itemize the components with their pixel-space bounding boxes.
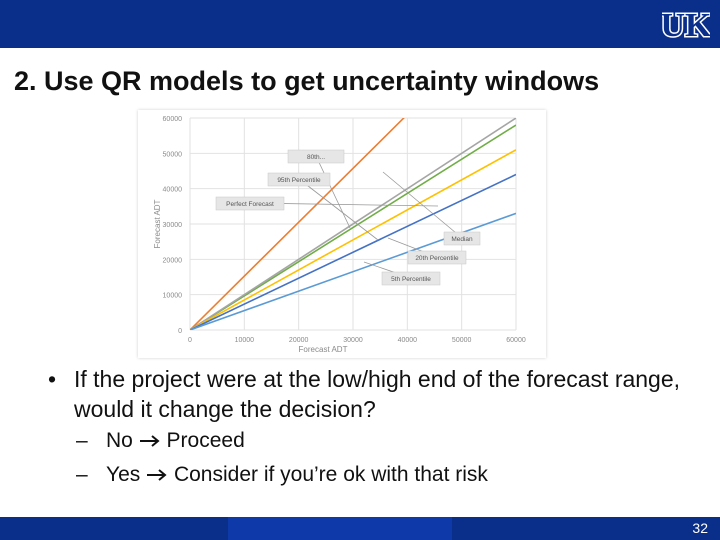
sub-bullet-text: Proceed <box>166 429 245 452</box>
bullet-text: If the project were at the low/high end … <box>74 366 681 422</box>
annotation-label: Median <box>451 236 473 243</box>
page-number: 32 <box>692 520 708 536</box>
annotation-label: 20th Percentile <box>415 255 459 262</box>
right-arrow-icon <box>146 463 174 486</box>
x-tick-label: 40000 <box>398 337 418 344</box>
sub-bullet-yes: – Yes Consider if you’re ok with that ri… <box>48 458 698 492</box>
slide-title: 2. Use QR models to get uncertainty wind… <box>14 66 600 96</box>
annotation-leader <box>382 171 463 239</box>
annotation-box <box>443 231 481 246</box>
series-line <box>190 118 405 330</box>
annotation-box <box>287 149 345 164</box>
bullet-item: • If the project were at the low/high en… <box>48 364 698 424</box>
bottom-bar: 32 <box>0 517 720 540</box>
top-bar: UK <box>0 0 720 48</box>
annotation-box <box>215 196 285 211</box>
sub-bullet-no: – No Proceed <box>48 424 698 458</box>
annotation-label: Perfect Forecast <box>226 201 274 208</box>
series-line <box>190 118 516 330</box>
annotation-box <box>267 172 331 187</box>
annotation-label: 80th... <box>307 154 325 161</box>
y-axis-label: Forecast ADT <box>153 199 162 248</box>
x-tick-label: 60000 <box>506 337 526 344</box>
right-arrow-icon <box>139 429 167 452</box>
annotation-leader <box>315 155 351 229</box>
y-tick-label: 10000 <box>163 293 183 300</box>
sub-bullet-text: Consider if you’re ok with that risk <box>173 463 488 486</box>
annotation-box <box>407 250 467 265</box>
sub-bullet-marker: – <box>76 463 88 486</box>
uk-logo: UK <box>662 6 710 43</box>
y-tick-label: 30000 <box>163 222 183 229</box>
sub-bullet-lead: No <box>106 429 133 452</box>
y-tick-label: 20000 <box>163 257 183 264</box>
bullet-marker: • <box>48 366 57 392</box>
series-line <box>190 124 516 330</box>
bottom-bar-segment <box>228 517 452 540</box>
y-tick-label: 40000 <box>163 187 183 194</box>
x-tick-label: 10000 <box>235 337 255 344</box>
x-tick-label: 0 <box>188 337 192 344</box>
x-tick-label: 20000 <box>289 337 309 344</box>
qr-chart: 0 10000 20000 30000 40000 50000 60000 0 10000 200… <box>153 116 526 354</box>
sub-bullet-marker: – <box>76 429 88 452</box>
annotation-box <box>381 271 441 286</box>
y-tick-label: 0 <box>178 328 182 335</box>
bullet-list: • If the project were at the low/high en… <box>48 364 698 492</box>
x-axis-label: Forecast ADT <box>299 345 348 354</box>
annotation-label: 5th Percentile <box>391 276 431 283</box>
chart-image: 0 10000 20000 30000 40000 50000 60000 0 10000 200… <box>138 110 546 358</box>
x-tick-label: 50000 <box>452 337 472 344</box>
uk-logo-text: UK <box>662 7 710 42</box>
sub-bullet-lead: Yes <box>106 463 141 486</box>
y-tick-label: 50000 <box>163 151 183 158</box>
series-line <box>190 173 516 330</box>
x-tick-label: 30000 <box>343 337 363 344</box>
annotation-leader <box>298 178 379 241</box>
series-line <box>190 149 516 330</box>
y-tick-label: 60000 <box>163 116 183 123</box>
annotation-label: 95th Percentile <box>277 177 321 184</box>
